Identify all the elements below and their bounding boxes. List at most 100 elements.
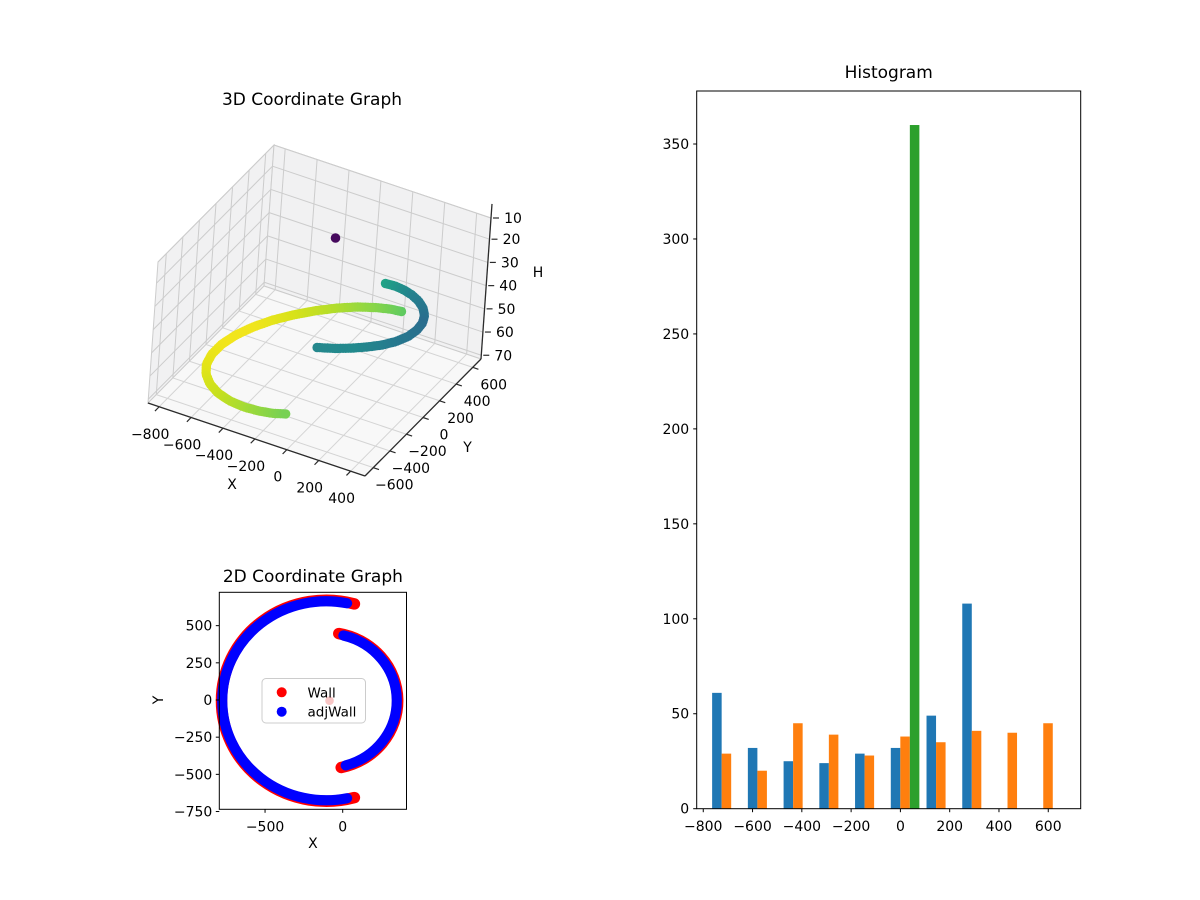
left-wall-grid-v [188, 220, 200, 362]
left-wall-grid-z [154, 189, 272, 307]
floor-grid-y [205, 344, 424, 418]
scatter-dot [312, 342, 322, 353]
y-tick-label: 100 [662, 612, 689, 628]
y-tick-label: 250 [186, 656, 213, 672]
right-wall-grid-v [306, 159, 318, 301]
left-wall-grid-v [255, 153, 267, 295]
bar [855, 753, 865, 809]
left-wall-grid-z [157, 144, 275, 263]
3d-axis-spines [147, 203, 499, 477]
x-tick [346, 470, 352, 476]
right-wall-grid-z [269, 212, 487, 287]
y-tick-label: 150 [662, 517, 689, 533]
right-wall-grid-z [272, 165, 490, 240]
x-tick-label: 0 [338, 820, 347, 836]
x-axis-spine [147, 402, 366, 477]
x-tick-label: −600 [163, 437, 201, 453]
x-tick-label: −600 [733, 819, 771, 835]
y-tick-label: 0 [440, 428, 449, 444]
left-wall-grid-v [172, 236, 184, 378]
y-tick [389, 450, 396, 454]
legend-label-adjwall: adjWall [308, 705, 357, 721]
y-tick-label: −600 [375, 478, 413, 494]
z-axis-spine [480, 203, 493, 360]
left-wall-grid-z [147, 281, 265, 400]
bar [962, 603, 972, 809]
histogram-plot: −800 −600 −400 −200 0 200 400 600 0 50 100 150 200 25… [662, 63, 1082, 835]
right-wall-grid-z [270, 188, 489, 263]
y-tick-label: −200 [408, 444, 446, 460]
2d-plot-title: 2D Coordinate Graph [223, 567, 403, 587]
right-wall-grid-v [466, 213, 478, 355]
z-tick-label: 40 [499, 279, 517, 295]
z-tick-label: 70 [494, 348, 512, 364]
floor-grid-y [222, 327, 440, 402]
z-tick-label: 10 [504, 211, 522, 227]
bar [971, 730, 982, 809]
robot-center-point [325, 696, 334, 705]
y-tick [373, 467, 380, 471]
bar [712, 692, 722, 809]
bar [783, 761, 794, 809]
x-tick-label: −800 [684, 819, 722, 835]
x-tick-label: 0 [896, 819, 905, 835]
x-tick-label: −500 [246, 820, 284, 836]
x-tick-label: −200 [227, 459, 265, 475]
3d-scatter-data [201, 233, 429, 419]
z-tick-label: 50 [498, 302, 516, 318]
3d-tick-labels: −800−600−400−2000200400−600−400−20002004… [131, 211, 522, 507]
left-wall-grid-z [149, 258, 267, 377]
left-wall-grid-v [205, 203, 217, 345]
y-tick [472, 366, 479, 370]
x-tick-label: 200 [296, 480, 323, 496]
bar [747, 747, 758, 809]
legend-label-wall: Wall [308, 685, 336, 701]
legend-marker-wall [276, 687, 287, 698]
legend-marker-adjwall [276, 706, 287, 717]
3d-x-axis-label: X [227, 477, 237, 493]
y-tick-label: −750 [174, 805, 212, 821]
histogram-bars [712, 125, 1053, 809]
x-tick-label: 400 [328, 491, 355, 507]
bar [828, 734, 839, 809]
x-tick-label: 600 [1035, 819, 1062, 835]
left-wall-grid-v [222, 186, 234, 328]
plot-box [218, 591, 407, 810]
y-tick-label: 600 [480, 377, 507, 393]
plot-box [696, 90, 1082, 810]
bar [757, 770, 767, 809]
bar [909, 125, 920, 809]
y-tick [439, 400, 446, 404]
histogram-axes: −800 −600 −400 −200 0 200 400 600 0 50 100 150 200 25… [662, 90, 1082, 835]
3d-z-axis-label: H [533, 265, 544, 281]
left-wall-grid-z [152, 212, 270, 330]
single-scatter-point [330, 233, 341, 243]
bar [793, 723, 803, 809]
right-wall-grid-v [338, 170, 350, 312]
2d-legend: Wall adjWall [261, 678, 366, 724]
x-tick [154, 406, 160, 412]
x-tick [250, 438, 256, 444]
adjwall-arc [217, 596, 353, 806]
y-tick [406, 433, 413, 437]
y-tick [422, 416, 429, 420]
y-tick-label: 400 [464, 394, 491, 410]
bar [936, 742, 946, 809]
left-wall-grid-z [151, 235, 268, 354]
x-tick-label: −400 [783, 819, 821, 835]
y-tick-label: −250 [174, 730, 212, 746]
x-tick-label: 0 [273, 470, 282, 486]
adjwall-arc [338, 630, 402, 771]
2d-y-axis-label: Y [151, 695, 167, 705]
3d-plot: −800−600−400−2000200400−600−400−20002004… [131, 90, 543, 507]
z-tick-label: 20 [503, 232, 521, 248]
y-tick [455, 383, 463, 387]
floor-grid-y [156, 394, 374, 469]
3d-y-axis-label: Y [462, 440, 472, 456]
bar [926, 715, 937, 809]
x-tick [314, 460, 320, 466]
x-tick [282, 449, 288, 455]
x-tick-label: −800 [131, 427, 169, 443]
